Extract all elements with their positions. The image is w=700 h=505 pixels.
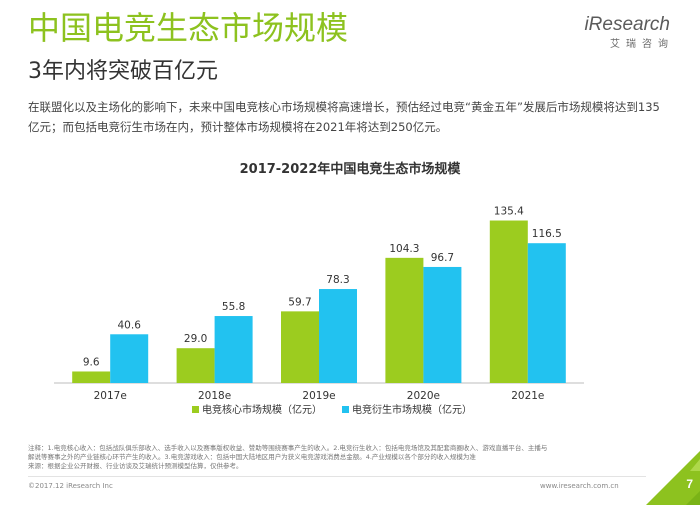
page-corner-triangle: [646, 451, 700, 505]
value-label-derivative-2020e: 96.7: [431, 252, 454, 264]
x-tick-label-2018e: 2018e: [198, 390, 231, 402]
x-tick-label-2017e: 2017e: [94, 390, 127, 402]
footnote: 注释：1.电竞核心收入：包括战队俱乐部收入、选手收入以及赛事版权收益、赞助等围绕…: [28, 444, 668, 471]
bar-core-2017e: [72, 371, 111, 383]
website-text: www.iresearch.com.cn: [540, 482, 619, 490]
footnote-line-2: 解说等赛事之外的产业链核心环节产生的收入。3.电竞游戏收入：包括中国大陆地区用户…: [28, 453, 476, 461]
legend-label-derivative: 电竞衍生市场规模（亿元）: [352, 403, 472, 416]
value-label-core-2020e: 104.3: [389, 243, 419, 255]
value-label-core-2018e: 29.0: [184, 333, 207, 345]
bar-core-2018e: [176, 348, 215, 383]
bar-core-2020e: [385, 257, 424, 383]
bar-core-2021e: [489, 220, 528, 383]
value-label-core-2021e: 135.4: [494, 206, 524, 218]
footer-divider: [28, 476, 646, 477]
bar-derivative-2018e: [214, 316, 253, 383]
value-label-derivative-2017e: 40.6: [118, 319, 142, 331]
x-tick-label-2021e: 2021e: [511, 390, 544, 402]
bar-derivative-2017e: [110, 334, 149, 383]
logo-text-cn: 艾瑞咨询: [610, 39, 674, 50]
value-label-derivative-2019e: 78.3: [326, 274, 349, 286]
legend-label-core: 电竞核心市场规模（亿元）: [202, 403, 322, 416]
page-number: 7: [686, 477, 693, 491]
value-label-derivative-2021e: 116.5: [532, 228, 562, 240]
chart-title: 2017-2022年中国电竞生态市场规模: [239, 162, 461, 177]
bar-derivative-2021e: [527, 243, 566, 383]
page-subtitle: 3年内将突破百亿元: [28, 59, 218, 84]
page-title: 中国电竞生态市场规模: [28, 9, 349, 47]
value-label-core-2017e: 9.6: [83, 356, 100, 368]
legend-swatch-derivative: [342, 406, 349, 413]
bar-core-2019e: [281, 311, 319, 383]
description-text: 在联盟化以及主场化的影响下，未来中国电竞核心市场规模将高速增长，预估经过电竞“黄…: [28, 100, 660, 134]
x-tick-label-2019e: 2019e: [302, 390, 335, 402]
iresearch-logo: iResearch 艾瑞咨询: [570, 14, 670, 59]
footnote-line-1: 注释：1.电竞核心收入：包括战队俱乐部收入、选手收入以及赛事版权收益、赞助等围绕…: [28, 444, 548, 452]
footnote-line-3: 来源：根据企业公开财报、行业访谈及艾瑞统计预测模型估算，仅供参考。: [28, 462, 243, 470]
bar-derivative-2020e: [423, 266, 462, 383]
x-tick-label-2020e: 2020e: [407, 390, 440, 402]
logo-text-en: iResearch: [584, 14, 670, 35]
bar-derivative-2019e: [319, 289, 357, 383]
value-label-derivative-2018e: 55.8: [222, 301, 245, 313]
copyright-text: ©2017.12 iResearch Inc: [28, 482, 113, 490]
legend-swatch-core: [192, 406, 199, 413]
value-label-core-2019e: 59.7: [288, 296, 311, 308]
